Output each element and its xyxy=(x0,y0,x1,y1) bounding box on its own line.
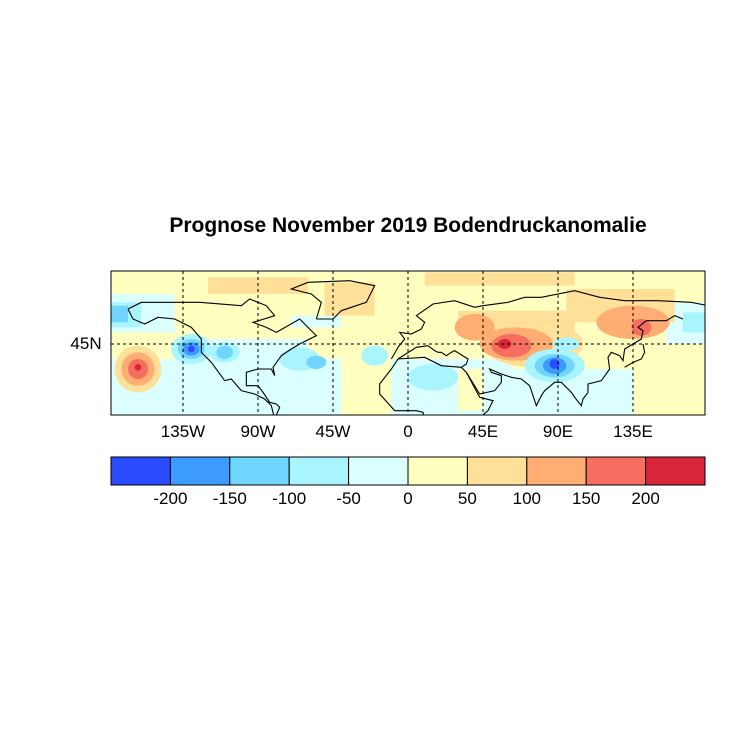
colorbar-box xyxy=(169,456,231,486)
field-blob xyxy=(188,345,195,353)
field-cell xyxy=(458,369,483,411)
field-cell xyxy=(111,305,128,323)
colorbar-box xyxy=(407,456,468,486)
coastline-japan xyxy=(624,343,646,368)
field-cell xyxy=(641,385,705,415)
colorbar-label: 200 xyxy=(631,489,660,508)
field-blob xyxy=(631,319,652,336)
colorbar-box xyxy=(229,456,290,486)
coastline xyxy=(289,280,376,320)
coastline xyxy=(397,345,469,368)
coastline xyxy=(127,308,275,415)
field-blob xyxy=(216,345,234,360)
field-cell xyxy=(291,315,342,328)
map-title: Prognose November 2019 Bodendruckanomali… xyxy=(169,214,647,237)
field-blob xyxy=(134,364,142,371)
colorbar xyxy=(110,456,706,486)
lon-label: 90E xyxy=(542,422,574,441)
field-cell xyxy=(424,272,575,286)
colorbar-box xyxy=(288,456,350,486)
colorbar-box xyxy=(348,456,409,486)
field-cell xyxy=(391,359,512,415)
coastline xyxy=(379,356,494,415)
lon-label: 135E xyxy=(613,422,653,441)
colorbar-label: -100 xyxy=(272,489,307,508)
field-blob xyxy=(549,359,560,369)
field-cell xyxy=(683,312,705,333)
field-blob xyxy=(596,305,670,340)
coastline xyxy=(390,290,705,360)
field-blob xyxy=(306,355,327,370)
colorbar-box xyxy=(526,456,587,486)
lon-label: 90W xyxy=(240,422,276,441)
map-frame xyxy=(110,270,706,416)
field-blob xyxy=(498,339,512,349)
colorbar-label: -200 xyxy=(153,489,188,508)
field-blob xyxy=(454,314,495,341)
colorbar-label: 0 xyxy=(403,489,413,508)
gridlines xyxy=(111,271,705,415)
field-blob xyxy=(553,337,580,351)
colorbar-label: 150 xyxy=(572,489,601,508)
lon-label: 0 xyxy=(403,422,413,441)
lon-label: 45W xyxy=(315,422,351,441)
coastline xyxy=(465,315,684,408)
colorbar-box xyxy=(110,456,171,486)
lat-label: 45N xyxy=(70,334,102,353)
colorbar-label: 100 xyxy=(512,489,541,508)
colorbar-label: -150 xyxy=(212,489,247,508)
field-blob xyxy=(361,345,388,366)
colorbar-label: 50 xyxy=(457,489,477,508)
colorbar-box xyxy=(466,456,528,486)
colorbar-label: -50 xyxy=(336,489,361,508)
field-blob xyxy=(408,364,458,391)
colorbar-box xyxy=(585,456,647,486)
lon-label: 135W xyxy=(160,422,206,441)
colorbar-box xyxy=(645,456,706,486)
field-cell xyxy=(324,282,375,316)
field-blob xyxy=(491,334,532,358)
anomaly-field xyxy=(111,271,705,415)
lon-label: 45E xyxy=(467,422,499,441)
